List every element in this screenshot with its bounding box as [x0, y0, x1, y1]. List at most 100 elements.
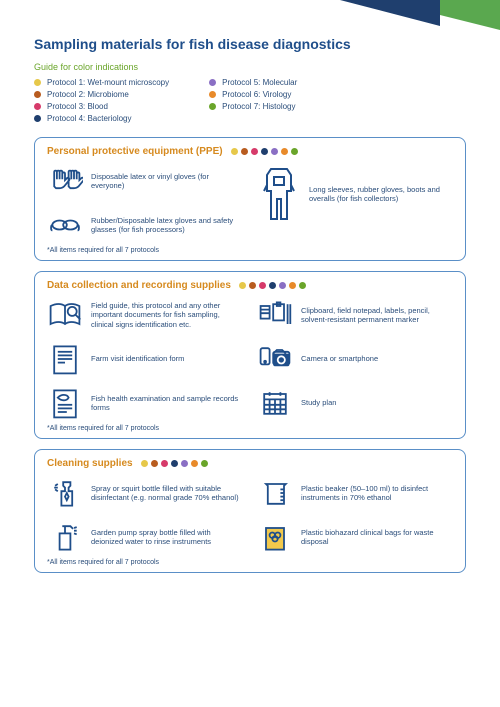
calendar-icon [257, 385, 293, 421]
item-spray-bottle: Spray or squirt bottle filled with suita… [47, 475, 243, 511]
protocol-dot-icon [181, 460, 188, 467]
clipboard-labels-icon [257, 297, 293, 333]
protocol-dot-icon [151, 460, 158, 467]
legend-item: Protocol 3: Blood [34, 102, 169, 111]
protocol-dots-row [239, 282, 306, 289]
item-biohazard-bag: Plastic biohazard clinical bags for wast… [257, 519, 453, 555]
protocol-dot-icon [141, 460, 148, 467]
legend-label: Protocol 3: Blood [47, 102, 108, 111]
overalls-icon [257, 163, 301, 225]
section-header: Data collection and recording supplies [47, 280, 453, 291]
protocol-dot-icon [34, 103, 41, 110]
section-header: Personal protective equipment (PPE) [47, 146, 453, 157]
section-footnote: *All items required for all 7 protocols [47, 247, 453, 254]
item-farm-form: Farm visit identification form [47, 341, 243, 377]
legend-label: Protocol 6: Virology [222, 90, 291, 99]
form-icon [47, 341, 83, 377]
fish-form-icon [47, 385, 83, 421]
section-title: Data collection and recording supplies [47, 280, 231, 291]
protocol-dot-icon [271, 148, 278, 155]
protocol-dot-icon [241, 148, 248, 155]
biohazard-bag-icon [257, 519, 293, 555]
protocol-dot-icon [251, 148, 258, 155]
beaker-icon [257, 475, 293, 511]
legend-label: Protocol 7: Histology [222, 102, 295, 111]
protocol-dot-icon [299, 282, 306, 289]
protocol-dot-icon [209, 103, 216, 110]
legend-col-left: Protocol 1: Wet-mount microscopy Protoco… [34, 78, 169, 123]
protocol-dot-icon [291, 148, 298, 155]
protocol-dot-icon [239, 282, 246, 289]
item-pump-bottle: Garden pump spray bottle filled with dei… [47, 519, 243, 555]
protocol-dot-icon [261, 148, 268, 155]
item-text: Garden pump spray bottle filled with dei… [91, 528, 243, 547]
spray-bottle-icon [47, 475, 83, 511]
item-text: Fish health examination and sample recor… [91, 394, 243, 413]
protocol-dot-icon [34, 79, 41, 86]
item-text: Plastic beaker (50–100 ml) to disinfect … [301, 484, 453, 503]
protocol-dot-icon [34, 115, 41, 122]
item-health-form: Fish health examination and sample recor… [47, 385, 243, 421]
camera-phone-icon [257, 341, 293, 377]
goggles-icon [47, 207, 83, 243]
item-text: Field guide, this protocol and any other… [91, 301, 243, 329]
legend-label: Protocol 4: Bacteriology [47, 114, 132, 123]
pump-spray-icon [47, 519, 83, 555]
page-content: Sampling materials for fish disease diag… [0, 0, 500, 603]
protocol-dot-icon [161, 460, 168, 467]
protocol-dot-icon [209, 79, 216, 86]
item-overalls: Long sleeves, rubber gloves, boots and o… [257, 163, 453, 225]
legend-item: Protocol 5: Molecular [209, 78, 297, 87]
gloves-icon [47, 163, 83, 199]
protocol-dot-icon [209, 91, 216, 98]
legend-label: Protocol 2: Microbiome [47, 90, 129, 99]
section-ppe: Personal protective equipment (PPE) Disp… [34, 137, 466, 261]
protocol-dots-row [141, 460, 208, 467]
item-text: Plastic biohazard clinical bags for wast… [301, 528, 453, 547]
corner-decoration [320, 0, 500, 30]
legend-item: Protocol 1: Wet-mount microscopy [34, 78, 169, 87]
legend-item: Protocol 6: Virology [209, 90, 297, 99]
item-beaker: Plastic beaker (50–100 ml) to disinfect … [257, 475, 453, 511]
item-study-plan: Study plan [257, 385, 453, 421]
section-title: Cleaning supplies [47, 458, 133, 469]
section-title: Personal protective equipment (PPE) [47, 146, 223, 157]
item-gloves-all: Disposable latex or vinyl gloves (for ev… [47, 163, 243, 199]
item-text: Rubber/Disposable latex gloves and safet… [91, 216, 243, 235]
protocol-dot-icon [231, 148, 238, 155]
item-text: Spray or squirt bottle filled with suita… [91, 484, 243, 503]
item-text: Farm visit identification form [91, 354, 184, 363]
legend-item: Protocol 7: Histology [209, 102, 297, 111]
item-field-guide: Field guide, this protocol and any other… [47, 297, 243, 333]
section-cleaning: Cleaning supplies Spray or squirt bottle… [34, 449, 466, 573]
protocol-dot-icon [269, 282, 276, 289]
item-text: Clipboard, field notepad, labels, pencil… [301, 306, 453, 325]
legend-label: Protocol 1: Wet-mount microscopy [47, 78, 169, 87]
protocol-dots-row [231, 148, 298, 155]
legend-item: Protocol 2: Microbiome [34, 90, 169, 99]
protocol-dot-icon [259, 282, 266, 289]
protocol-dot-icon [281, 148, 288, 155]
book-magnifier-icon [47, 297, 83, 333]
protocol-dot-icon [289, 282, 296, 289]
section-header: Cleaning supplies [47, 458, 453, 469]
legend-item: Protocol 4: Bacteriology [34, 114, 169, 123]
item-clipboard: Clipboard, field notepad, labels, pencil… [257, 297, 453, 333]
protocol-dot-icon [171, 460, 178, 467]
protocol-dot-icon [34, 91, 41, 98]
item-text: Long sleeves, rubber gloves, boots and o… [309, 185, 453, 204]
protocol-dot-icon [201, 460, 208, 467]
protocol-dot-icon [191, 460, 198, 467]
legend-title: Guide for color indications [34, 62, 466, 72]
page-title: Sampling materials for fish disease diag… [34, 36, 466, 52]
legend-label: Protocol 5: Molecular [222, 78, 297, 87]
item-text: Disposable latex or vinyl gloves (for ev… [91, 172, 243, 191]
section-footnote: *All items required for all 7 protocols [47, 559, 453, 566]
legend-col-right: Protocol 5: Molecular Protocol 6: Virolo… [209, 78, 297, 123]
section-data-collection: Data collection and recording supplies F… [34, 271, 466, 439]
protocol-dot-icon [249, 282, 256, 289]
section-footnote: *All items required for all 7 protocols [47, 425, 453, 432]
item-camera: Camera or smartphone [257, 341, 453, 377]
legend: Protocol 1: Wet-mount microscopy Protoco… [34, 78, 466, 123]
protocol-dot-icon [279, 282, 286, 289]
